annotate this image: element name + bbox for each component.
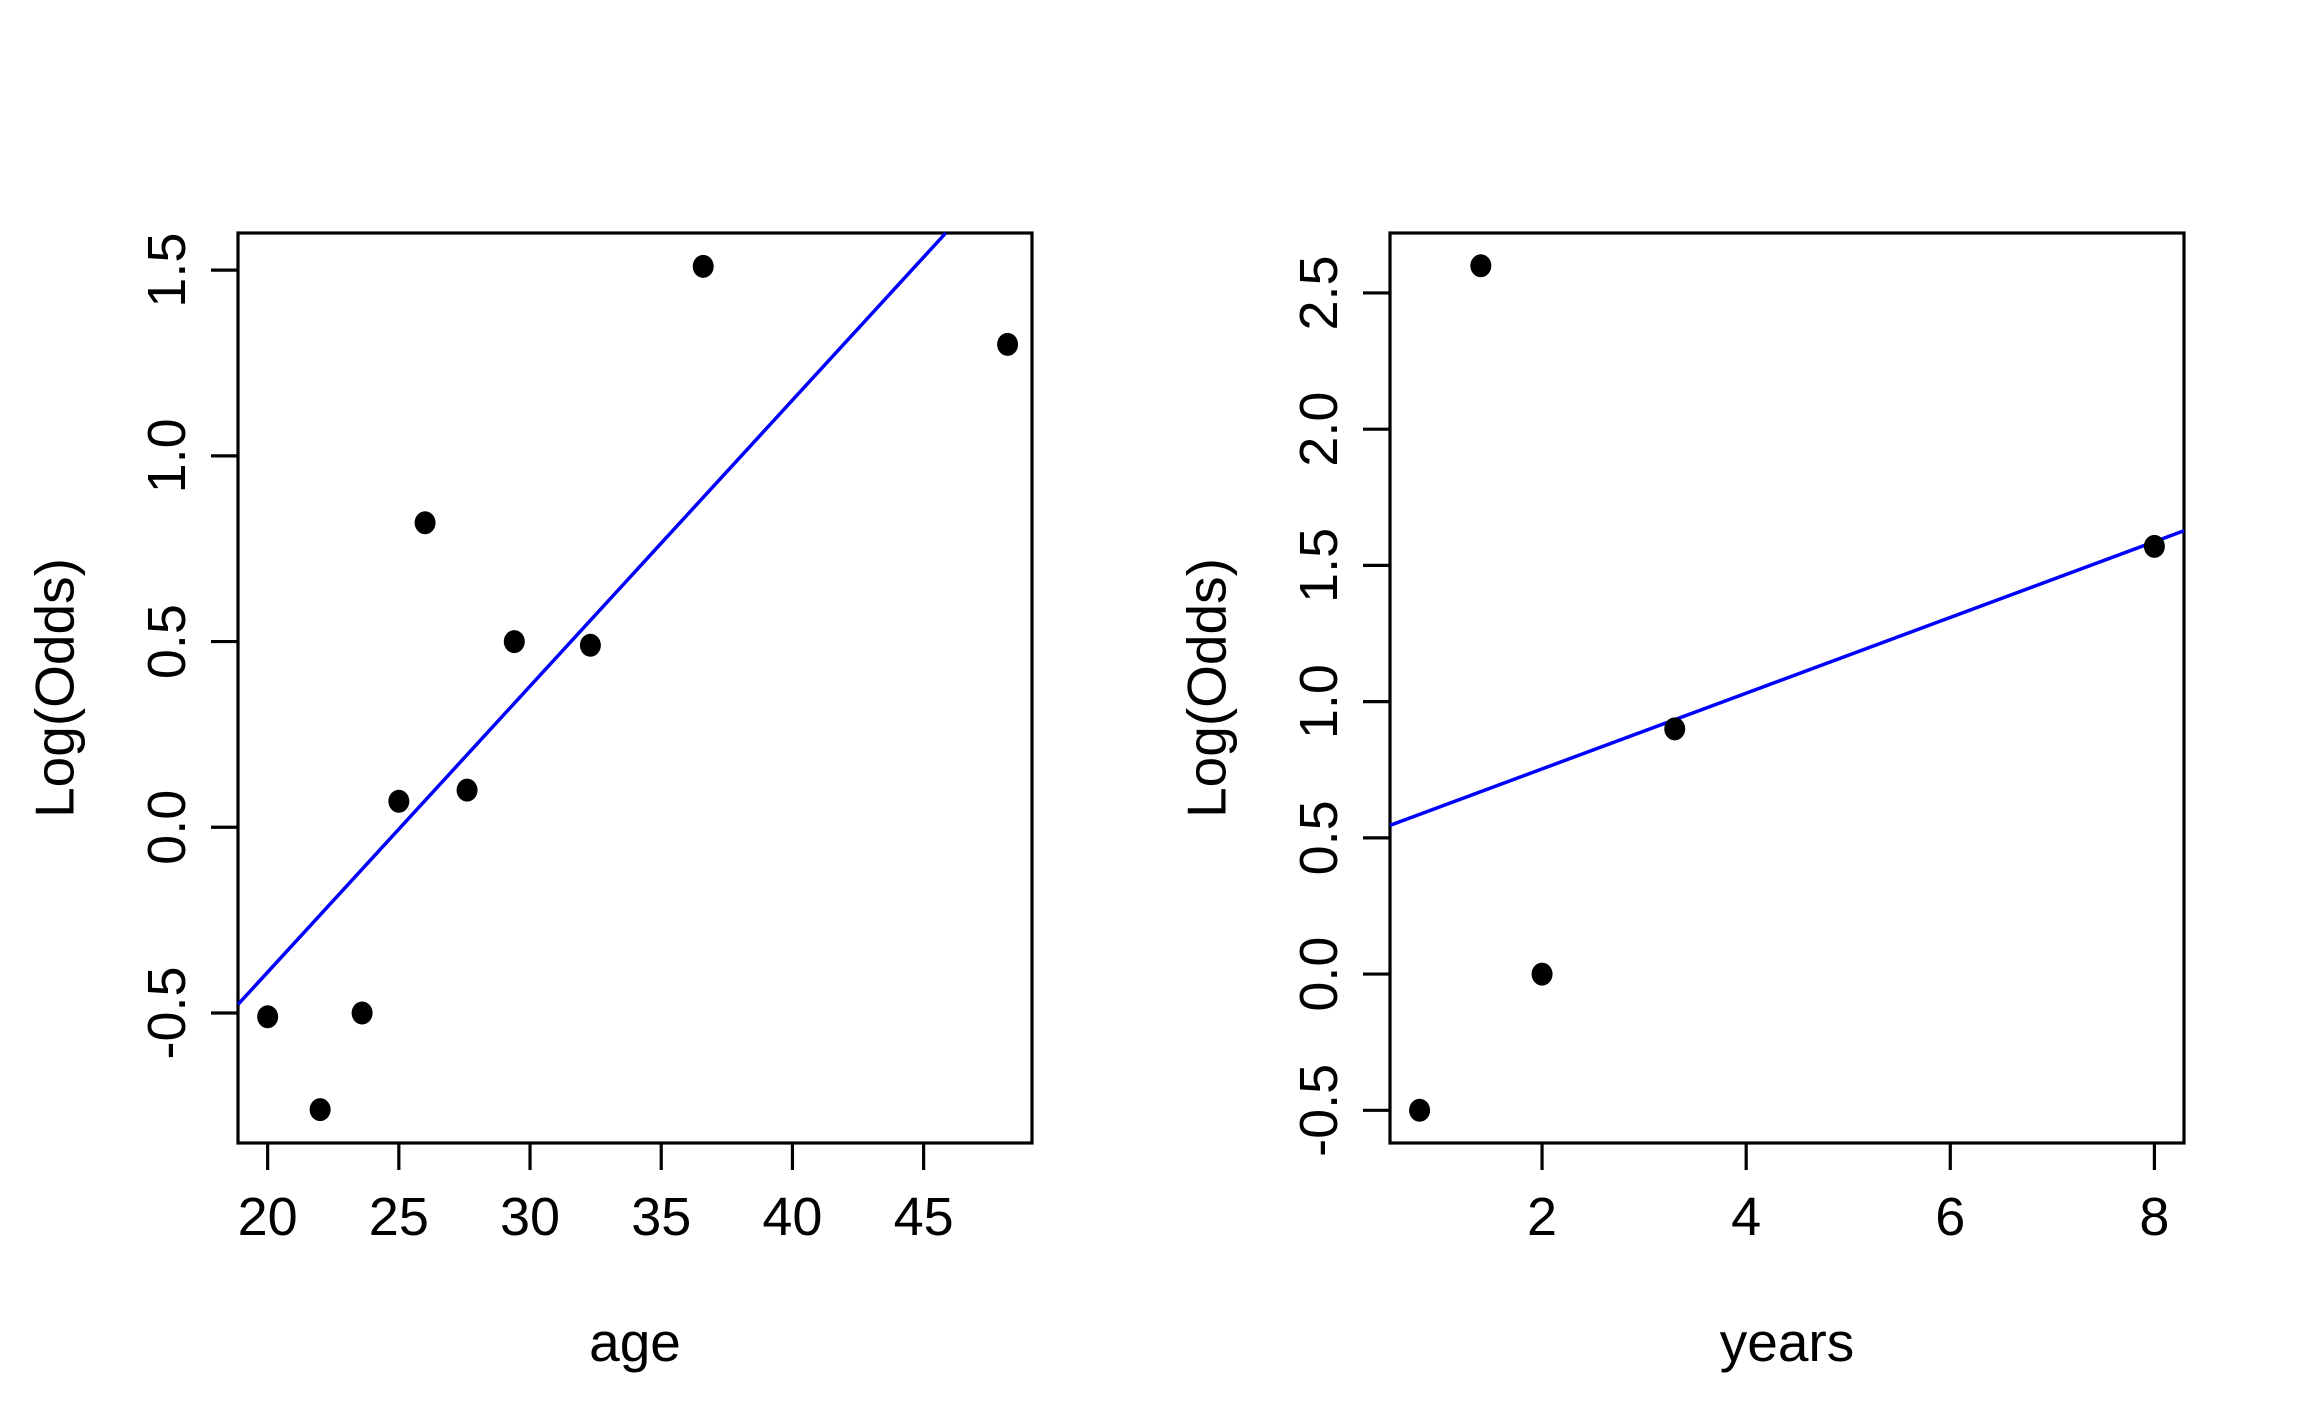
y-axis-label: Log(Odds) bbox=[23, 558, 86, 818]
data-point bbox=[414, 511, 436, 535]
y-tick-label: 1.0 bbox=[137, 418, 197, 493]
data-point bbox=[309, 1098, 331, 1122]
x-axis-label: years bbox=[1719, 1311, 1855, 1373]
x-tick-label: 2 bbox=[1527, 1187, 1557, 1247]
regression-line bbox=[236, 231, 948, 1006]
plot-box bbox=[1388, 231, 2186, 1145]
y-tick-label: 0.0 bbox=[1289, 937, 1349, 1012]
scatter-plot-age: 20 25 30 35 40 45 -0.5 0.0 0.5 1.0 1.5 bbox=[137, 231, 1034, 1247]
x-tick-label: 40 bbox=[762, 1187, 822, 1247]
panel-right: 2 4 6 8 -0.5 0.0 0.5 1.0 1.5 2.0 2.5 Log(Odds) yea… bbox=[1152, 0, 2304, 1423]
x-tick-label: 8 bbox=[2139, 1187, 2169, 1247]
panel-left: 20 25 30 35 40 45 -0.5 0.0 0.5 1.0 1.5 Log(Odds) a… bbox=[23, 231, 1034, 1373]
y-tick-label: 1.5 bbox=[1289, 528, 1349, 603]
plot-box bbox=[236, 231, 1034, 1145]
x-tick-label: 30 bbox=[500, 1187, 560, 1247]
y-axis-label: Log(Odds) bbox=[1175, 558, 1238, 818]
y-tick-label: 0.5 bbox=[1289, 800, 1349, 875]
x-tick-label: 35 bbox=[631, 1187, 691, 1247]
data-point bbox=[503, 630, 525, 654]
y-tick-label: 0.0 bbox=[137, 790, 197, 865]
data-point bbox=[1470, 254, 1492, 278]
data-point bbox=[257, 1005, 279, 1029]
x-tick-label: 45 bbox=[894, 1187, 954, 1247]
y-tick-label: -0.5 bbox=[137, 966, 197, 1059]
x-tick-label: 4 bbox=[1731, 1187, 1761, 1247]
regression-line bbox=[1389, 529, 2185, 827]
data-point bbox=[1664, 717, 1686, 741]
y-tick-label: 2.5 bbox=[1289, 255, 1349, 330]
y-tick-label: 0.5 bbox=[137, 604, 197, 679]
x-axis-label: age bbox=[589, 1311, 681, 1373]
x-tick-label: 6 bbox=[1935, 1187, 1965, 1247]
x-tick-label: 20 bbox=[238, 1187, 298, 1247]
data-point bbox=[1531, 962, 1553, 986]
y-tick-label: 1.5 bbox=[137, 233, 197, 308]
data-point bbox=[351, 1001, 373, 1025]
data-point bbox=[456, 778, 478, 802]
y-tick-label: -0.5 bbox=[1289, 1064, 1349, 1157]
data-point bbox=[1409, 1098, 1431, 1122]
data-point bbox=[692, 254, 714, 278]
y-tick-label: 2.0 bbox=[1289, 392, 1349, 467]
data-point bbox=[579, 633, 601, 657]
y-tick-label: 1.0 bbox=[1289, 664, 1349, 739]
data-point bbox=[2143, 534, 2165, 558]
scatter-plot-years: 2 4 6 8 -0.5 0.0 0.5 1.0 1.5 2.0 2.5 bbox=[1289, 231, 2186, 1247]
data-point bbox=[997, 332, 1019, 356]
x-tick-label: 25 bbox=[369, 1187, 429, 1247]
data-point bbox=[388, 789, 410, 813]
